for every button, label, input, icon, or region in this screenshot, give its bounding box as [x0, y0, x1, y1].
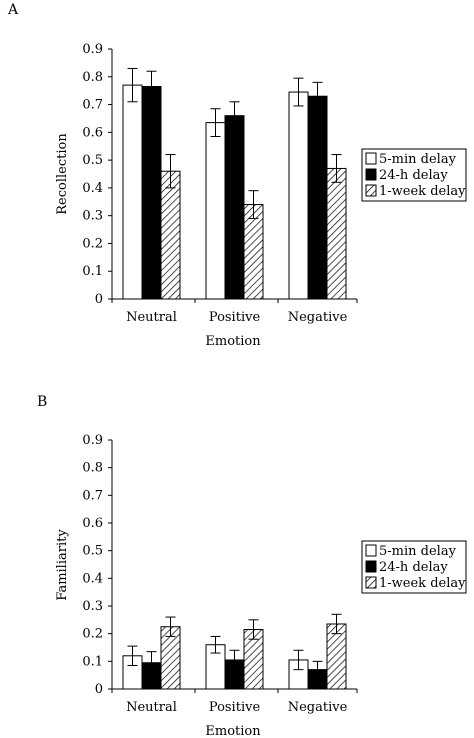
legend-swatch: [365, 576, 377, 589]
panel-b: B Familiarity Emotion 0 0.1 0.2 0.3 0.4 0.5 0.…: [37, 394, 467, 738]
y-tick-label: 0.5: [82, 153, 103, 168]
x-tick-label: Positive: [209, 310, 261, 325]
y-tick-label: 0.6: [82, 125, 103, 140]
bar-5min: [288, 91, 309, 300]
y-tick-label: 0.1: [82, 264, 103, 279]
legend-box: [361, 540, 467, 594]
legend-label: 24-h delay: [379, 168, 448, 183]
bar-24h: [307, 95, 328, 300]
x-tick-label: Neutral: [126, 310, 177, 325]
y-tick-label: 0.6: [82, 516, 103, 531]
y-tick-label: 0.2: [82, 627, 103, 642]
y-tick-label: 0.3: [82, 599, 103, 614]
bar-1week: [326, 167, 347, 300]
legend-label: 1-week delay: [379, 576, 466, 591]
y-tick-label: 0.9: [82, 433, 103, 448]
x-axis-title: Emotion: [205, 334, 261, 349]
x-tick-label: Positive: [209, 700, 261, 715]
legend-box: [361, 148, 467, 202]
y-tick-label: 0.8: [82, 70, 103, 85]
y-axis-title: Familiarity: [55, 529, 70, 601]
x-axis-title: Emotion: [205, 724, 261, 738]
legend-label: 5-min delay: [379, 152, 457, 167]
y-tick-label: 0.9: [82, 42, 103, 57]
legend-label: 1-week delay: [379, 184, 466, 199]
x-tick-label: Negative: [288, 700, 348, 715]
y-tick-label: 0: [95, 682, 103, 697]
y-tick-label: 0.5: [82, 544, 103, 559]
y-tick-label: 0: [95, 292, 103, 307]
bar-24h: [224, 115, 245, 300]
legend-swatch: [365, 168, 377, 181]
legend-label: 5-min delay: [379, 544, 457, 559]
bar-5min: [122, 84, 143, 300]
x-tick-label: Negative: [288, 310, 348, 325]
y-tick-label: 0.1: [82, 654, 103, 669]
panel-letter: A: [7, 2, 19, 18]
legend-swatch: [365, 560, 377, 573]
legend-swatch: [365, 184, 377, 197]
panel-letter: B: [37, 394, 47, 410]
legend-swatch: [365, 544, 377, 557]
bar-24h: [141, 86, 162, 300]
legend-swatch: [365, 152, 377, 165]
y-tick-label: 0.7: [82, 488, 103, 503]
y-tick-label: 0.2: [82, 236, 103, 251]
y-tick-label: 0.4: [82, 571, 103, 586]
y-tick-label: 0.7: [82, 98, 103, 113]
y-axis-title: Recollection: [55, 133, 70, 215]
x-tick-label: Neutral: [126, 700, 177, 715]
legend-label: 24-h delay: [379, 560, 448, 575]
y-tick-label: 0.4: [82, 181, 103, 196]
bar-5min: [205, 122, 226, 300]
y-tick-label: 0.8: [82, 461, 103, 476]
panel-a: A Recollection Emotion 0 0.1 0.2 0.3 0.4 0.5 0…: [7, 2, 467, 349]
y-tick-label: 0.3: [82, 209, 103, 224]
bar-1week: [160, 170, 181, 300]
